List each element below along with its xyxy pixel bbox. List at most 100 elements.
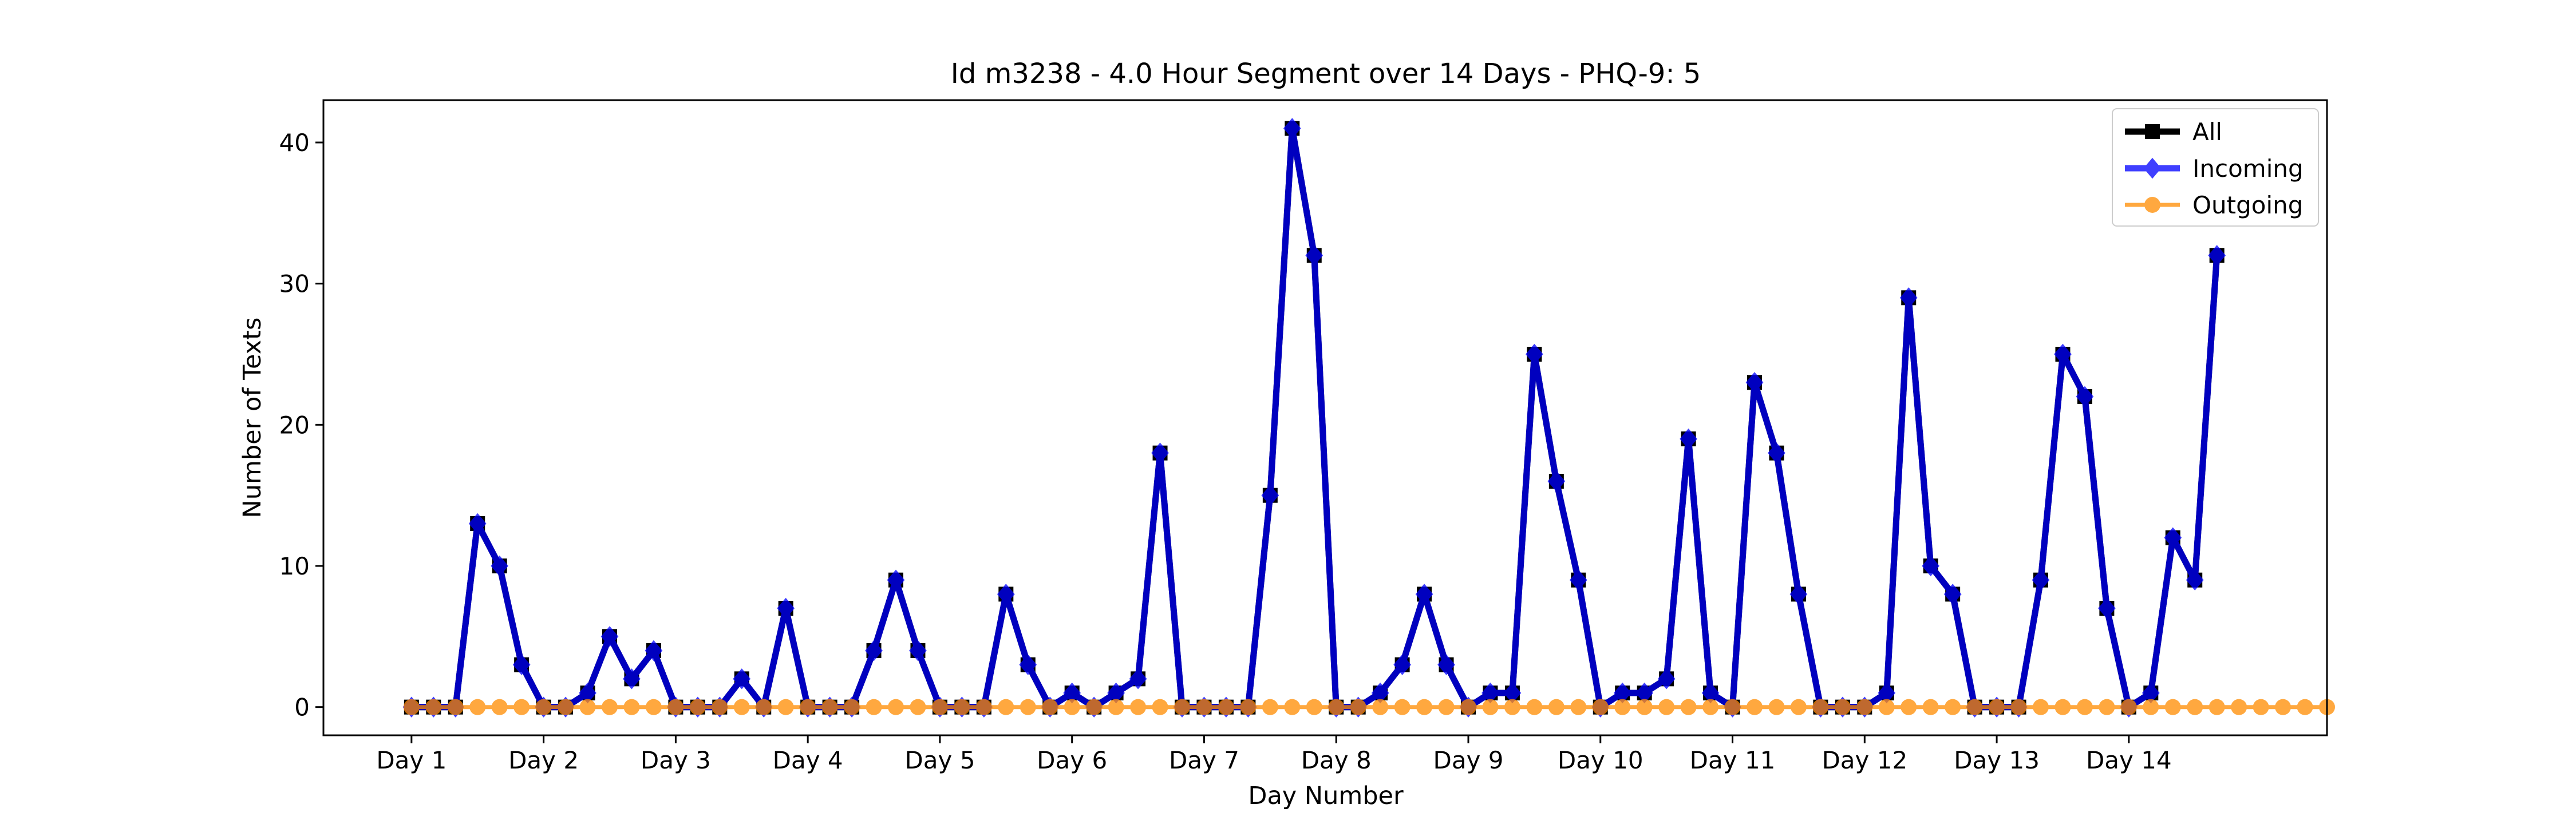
data-point-outgoing [1394, 699, 1411, 715]
legend-marker-all [2145, 124, 2160, 139]
data-point-outgoing [1504, 699, 1520, 715]
data-point-outgoing [535, 699, 552, 715]
data-point-outgoing [2076, 699, 2093, 715]
x-tick-label: Day 4 [773, 746, 843, 774]
data-point-outgoing [1460, 699, 1476, 715]
data-point-incoming [865, 640, 883, 661]
data-point-outgoing [558, 699, 574, 715]
data-point-incoming [1789, 584, 1808, 605]
data-point-outgoing [777, 699, 794, 715]
data-point-outgoing [1262, 699, 1278, 715]
x-tick-label: Day 3 [641, 746, 711, 774]
data-point-outgoing [1306, 699, 1322, 715]
data-point-incoming [1305, 245, 1323, 266]
data-point-incoming [512, 654, 531, 675]
data-point-outgoing [1064, 699, 1080, 715]
x-tick-label: Day 9 [1433, 746, 1503, 774]
data-point-incoming [1063, 682, 1081, 704]
data-point-incoming [1922, 555, 1940, 577]
data-point-incoming [2054, 343, 2072, 365]
data-point-incoming [491, 555, 509, 577]
data-point-incoming [1503, 682, 1522, 704]
data-point-outgoing [1526, 699, 1543, 715]
data-point-outgoing [425, 699, 442, 715]
data-point-outgoing [844, 699, 860, 715]
data-point-outgoing [1614, 699, 1631, 715]
data-point-outgoing [2275, 699, 2291, 715]
data-point-outgoing [1747, 699, 1763, 715]
data-point-outgoing [645, 699, 662, 715]
data-point-incoming [1745, 372, 1764, 393]
data-point-incoming [2164, 527, 2182, 548]
data-point-outgoing [1724, 699, 1741, 715]
x-tick-label: Day 2 [508, 746, 579, 774]
data-point-outgoing [1989, 699, 2005, 715]
data-point-incoming [1393, 654, 1412, 675]
data-point-incoming [1525, 343, 1543, 365]
y-tick-label: 30 [279, 270, 310, 298]
data-point-incoming [2142, 682, 2160, 704]
data-point-incoming [1635, 682, 1654, 704]
data-point-outgoing [2297, 699, 2313, 715]
data-point-incoming [1261, 485, 1279, 506]
data-point-outgoing [2033, 699, 2049, 715]
data-point-outgoing [1130, 699, 1147, 715]
data-point-outgoing [1482, 699, 1499, 715]
data-point-outgoing [1042, 699, 1058, 715]
x-tick-label: Day 13 [1954, 746, 2040, 774]
data-point-incoming [1481, 682, 1499, 704]
data-point-outgoing [2055, 699, 2071, 715]
x-axis-label: Day Number [1248, 782, 1404, 810]
data-point-outgoing [1218, 699, 1234, 715]
legend-marker-incoming [2143, 157, 2162, 179]
data-point-outgoing [491, 699, 508, 715]
data-point-incoming [1107, 682, 1125, 704]
data-point-outgoing [579, 699, 596, 715]
data-point-outgoing [1768, 699, 1785, 715]
x-tick-label: Day 5 [904, 746, 975, 774]
data-point-incoming [887, 569, 905, 591]
legend-label-incoming: Incoming [2192, 154, 2304, 183]
y-tick-label: 10 [279, 552, 310, 580]
data-point-outgoing [2187, 699, 2203, 715]
data-point-outgoing [1834, 699, 1851, 715]
data-point-outgoing [1592, 699, 1609, 715]
data-point-outgoing [447, 699, 464, 715]
data-point-incoming [1415, 584, 1433, 605]
data-point-outgoing [1856, 699, 1873, 715]
data-point-incoming [1437, 654, 1455, 675]
data-point-outgoing [1790, 699, 1807, 715]
data-point-outgoing [1174, 699, 1190, 715]
data-point-outgoing [1350, 699, 1366, 715]
data-point-incoming [1569, 569, 1587, 591]
y-tick-label: 40 [279, 129, 310, 157]
data-point-outgoing [998, 699, 1014, 715]
x-tick-label: Day 12 [1822, 746, 1907, 774]
data-point-outgoing [1901, 699, 1917, 715]
data-point-outgoing [1416, 699, 1433, 715]
data-point-incoming [1283, 118, 1301, 139]
data-point-outgoing [954, 699, 970, 715]
data-point-outgoing [623, 699, 640, 715]
x-tick-label: Day 8 [1301, 746, 1372, 774]
data-point-outgoing [1658, 699, 1675, 715]
data-point-outgoing [888, 699, 904, 715]
data-point-incoming [2097, 597, 2116, 619]
data-point-outgoing [2231, 699, 2247, 715]
legend-box [2112, 108, 2319, 227]
x-tick-label: Day 1 [376, 746, 447, 774]
x-tick-label: Day 7 [1169, 746, 1239, 774]
data-point-incoming [1613, 682, 1631, 704]
data-point-outgoing [1966, 699, 1983, 715]
data-point-outgoing [1438, 699, 1455, 715]
data-point-outgoing [1878, 699, 1895, 715]
data-point-incoming [1129, 668, 1147, 690]
data-point-outgoing [2120, 699, 2137, 715]
data-point-outgoing [931, 699, 948, 715]
data-point-outgoing [469, 699, 486, 715]
data-point-incoming [1943, 584, 1962, 605]
y-tick-label: 0 [294, 694, 310, 722]
x-tick-label: Day 14 [2086, 746, 2172, 774]
data-point-outgoing [1152, 699, 1168, 715]
